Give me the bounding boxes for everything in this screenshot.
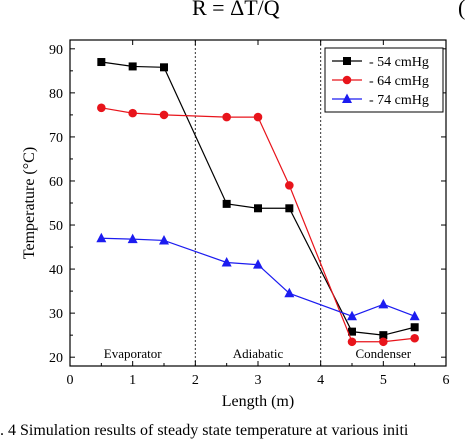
legend-marker-triangle (342, 93, 352, 103)
data-point-circle (97, 103, 106, 113)
data-point-circle (222, 112, 231, 122)
data-point-square (97, 58, 106, 67)
data-point-triangle (347, 310, 357, 321)
equation-row: R = ΔT/Q ( (0, 0, 474, 24)
y-tick-label: 20 (49, 351, 63, 366)
y-axis-label: Temperature (°C) (21, 147, 38, 259)
data-point-triangle (221, 256, 232, 267)
data-point-triangle (127, 233, 138, 244)
data-point-triangle (253, 259, 263, 269)
y-tick-label: 50 (49, 219, 63, 234)
x-tick-label: 5 (380, 373, 387, 388)
data-point-square (285, 204, 294, 213)
legend-marker-circle (342, 75, 352, 85)
series-line-triangle (101, 237, 415, 317)
legend-entry: - 64 cmHg (369, 74, 429, 89)
data-point-circle (347, 337, 357, 347)
data-point-square (254, 204, 262, 213)
legend-entry: - 74 cmHg (369, 93, 429, 108)
data-point-circle (379, 337, 388, 347)
legend-marker-square (343, 57, 351, 65)
x-tick-label: 4 (317, 373, 324, 388)
data-point-triangle (409, 310, 420, 321)
data-point-triangle (284, 287, 295, 298)
x-tick-label: 3 (255, 373, 262, 388)
x-tick-label: 0 (67, 373, 74, 388)
data-point-square (222, 199, 231, 208)
data-point-triangle (159, 234, 169, 245)
legend-entry: - 54 cmHg (369, 55, 429, 70)
y-tick-label: 40 (49, 263, 63, 278)
data-point-circle (285, 181, 294, 190)
y-tick-label: 80 (49, 87, 63, 102)
data-point-triangle (96, 232, 107, 243)
x-tick-label: 6 (443, 373, 450, 388)
data-point-square (379, 331, 388, 340)
data-point-circle (410, 333, 419, 343)
equation-number: ( (458, 0, 466, 20)
x-tick-label: 1 (129, 373, 136, 388)
figure-caption: . 4 Simulation results of steady state t… (0, 422, 409, 439)
y-tick-label: 70 (49, 131, 63, 146)
data-point-square (348, 327, 356, 336)
x-tick-label: 2 (192, 373, 199, 388)
data-point-square (160, 63, 168, 72)
data-point-circle (159, 110, 169, 120)
region-label: Adiabatic (233, 346, 284, 361)
y-tick-label: 60 (49, 175, 63, 190)
data-point-square (128, 62, 137, 71)
region-label: Evaporator (104, 346, 162, 361)
x-axis-label: Length (m) (222, 393, 294, 410)
y-tick-label: 30 (49, 307, 63, 322)
region-label: Condenser (356, 346, 412, 361)
equation-text: R = ΔT/Q (192, 0, 280, 20)
data-point-circle (128, 108, 137, 118)
y-tick-label: 90 (49, 43, 63, 58)
data-point-circle (253, 112, 263, 122)
series-line-circle (101, 107, 415, 343)
data-point-triangle (378, 298, 389, 309)
data-point-square (410, 323, 419, 332)
